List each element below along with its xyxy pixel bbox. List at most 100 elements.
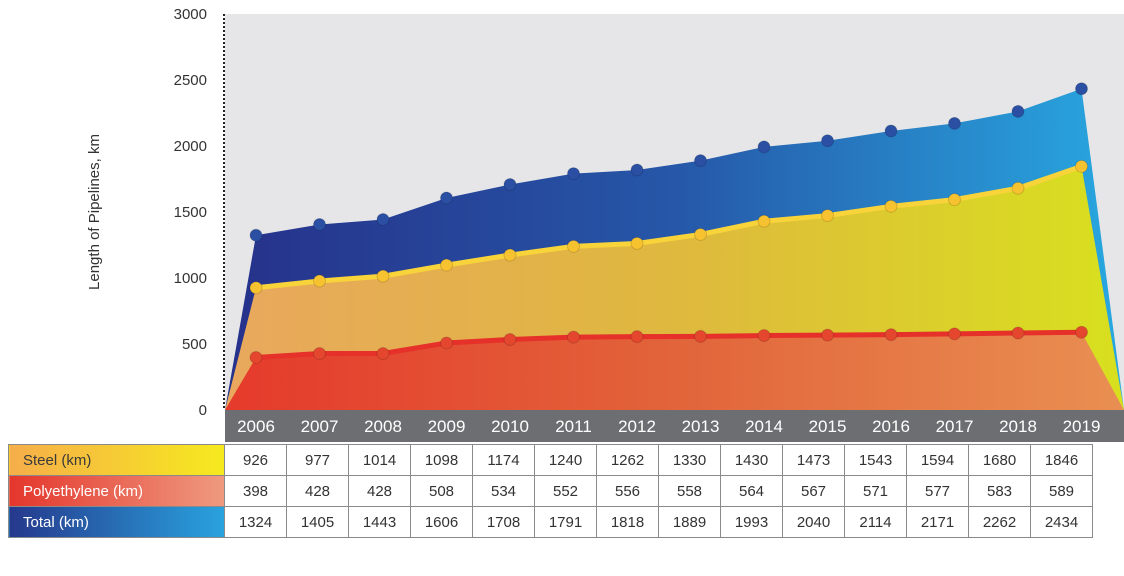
point-total <box>376 213 390 227</box>
y-tick-label: 0 <box>199 402 207 419</box>
point-polyethylene <box>884 328 898 342</box>
y-tick-label: 500 <box>182 336 207 353</box>
point-total <box>821 134 834 148</box>
point-total <box>249 228 263 242</box>
point-polyethylene <box>313 347 326 361</box>
table-cell: 1594 <box>906 444 969 476</box>
point-steel <box>1011 181 1025 195</box>
table-row-polyethylene: Polyethylene (km) 398 428 428 508 534 552 556 5… <box>8 475 1093 507</box>
point-steel <box>757 214 771 228</box>
x-tick-label: 2019 <box>1063 417 1101 436</box>
row-label-steel: Steel (km) <box>8 444 225 476</box>
x-tick-label: 2007 <box>301 417 339 436</box>
year-band <box>225 410 1124 442</box>
point-total <box>440 191 453 205</box>
point-total <box>630 163 644 177</box>
table-cell: 1405 <box>286 506 349 538</box>
table-cell: 1014 <box>348 444 411 476</box>
x-tick-label: 2016 <box>872 417 910 436</box>
table-cell: 1993 <box>720 506 783 538</box>
point-total <box>503 178 517 192</box>
point-polyethylene <box>1011 326 1025 340</box>
point-steel <box>821 209 834 223</box>
y-tick-label: 2000 <box>174 138 207 155</box>
point-polyethylene <box>249 350 263 364</box>
point-steel <box>1075 159 1088 173</box>
table-cell: 2040 <box>782 506 845 538</box>
table-cell: 1680 <box>968 444 1031 476</box>
point-polyethylene <box>694 329 707 343</box>
area-chart: 0 500 1000 1500 2000 2500 3000 Length of Pipel… <box>86 6 1124 442</box>
point-polyethylene <box>376 347 390 361</box>
line-steel <box>255 163 1083 291</box>
point-total <box>313 218 326 232</box>
point-steel <box>884 199 898 213</box>
table-cell: 1443 <box>348 506 411 538</box>
data-table: Steel (km) 926 977 1014 1098 1174 1240 1262 133… <box>8 444 1093 538</box>
point-steel <box>249 281 263 295</box>
point-total <box>948 116 961 130</box>
table-cell: 1791 <box>534 506 597 538</box>
point-total <box>694 154 707 168</box>
x-tick-label: 2013 <box>682 417 720 436</box>
x-tick-label: 2015 <box>809 417 847 436</box>
table-cell: 1324 <box>224 506 287 538</box>
table-cell: 1174 <box>472 444 535 476</box>
table-cell: 1708 <box>472 506 535 538</box>
table-cell: 1262 <box>596 444 659 476</box>
point-total <box>1011 104 1025 118</box>
x-tick-label: 2014 <box>745 417 783 436</box>
y-tick-label: 1000 <box>174 270 207 287</box>
table-cell: 567 <box>782 475 845 507</box>
table-cell: 534 <box>472 475 535 507</box>
table-cell: 558 <box>658 475 721 507</box>
x-tick-label: 2006 <box>237 417 275 436</box>
table-cell: 2262 <box>968 506 1031 538</box>
table-row-total: Total (km) 1324 1405 1443 1606 1708 1791 1818 1… <box>8 506 1093 538</box>
point-steel <box>948 193 961 207</box>
table-cell: 1240 <box>534 444 597 476</box>
table-cell: 1330 <box>658 444 721 476</box>
x-tick-label: 2009 <box>428 417 466 436</box>
table-cell: 1606 <box>410 506 473 538</box>
table-cell: 926 <box>224 444 287 476</box>
row-label-total: Total (km) <box>8 506 225 538</box>
line-polyethylene <box>255 329 1082 360</box>
point-total <box>1075 82 1088 96</box>
table-cell: 2114 <box>844 506 907 538</box>
y-tick-label: 1500 <box>174 204 207 221</box>
series-lines <box>255 163 1083 360</box>
point-total <box>567 167 580 181</box>
table-cell: 571 <box>844 475 907 507</box>
area-layers <box>225 88 1124 410</box>
point-total <box>884 124 898 138</box>
point-steel <box>440 258 453 272</box>
y-axis-label: Length of Pipelines, km <box>86 134 103 290</box>
series-points <box>249 82 1088 364</box>
table-cell: 589 <box>1030 475 1093 507</box>
table-cell: 428 <box>348 475 411 507</box>
point-steel <box>694 227 707 241</box>
point-polyethylene <box>821 328 834 342</box>
x-tick-label: 2011 <box>555 417 592 436</box>
table-cell: 1818 <box>596 506 659 538</box>
x-axis-labels: 2006 2007 2008 2009 2010 2011 2012 2013 2014 2015… <box>237 417 1100 436</box>
table-cell: 1473 <box>782 444 845 476</box>
point-steel <box>503 248 517 262</box>
table-cell: 564 <box>720 475 783 507</box>
y-tick-label: 2500 <box>174 72 207 89</box>
table-cell: 556 <box>596 475 659 507</box>
point-polyethylene <box>567 330 580 344</box>
table-cell: 2434 <box>1030 506 1093 538</box>
x-tick-label: 2017 <box>936 417 974 436</box>
point-steel <box>376 269 390 283</box>
table-cell: 1098 <box>410 444 473 476</box>
table-row-steel: Steel (km) 926 977 1014 1098 1174 1240 1262 133… <box>8 444 1093 476</box>
table-cell: 1430 <box>720 444 783 476</box>
point-polyethylene <box>757 329 771 343</box>
point-polyethylene <box>630 330 644 344</box>
point-total <box>757 140 771 154</box>
table-cell: 428 <box>286 475 349 507</box>
point-polyethylene <box>440 336 453 350</box>
table-cell: 508 <box>410 475 473 507</box>
